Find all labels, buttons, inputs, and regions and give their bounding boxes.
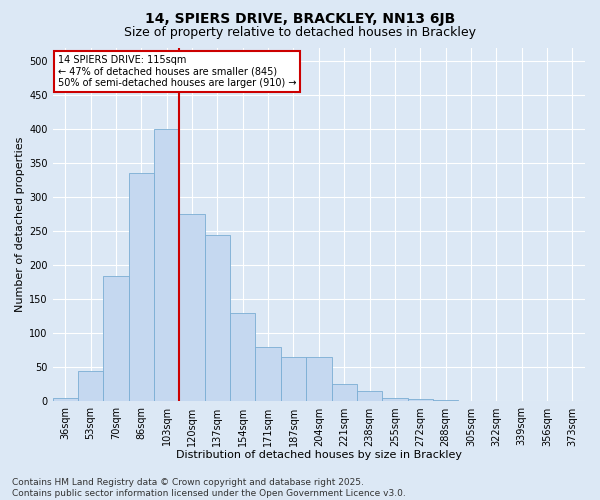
Y-axis label: Number of detached properties: Number of detached properties (15, 137, 25, 312)
Bar (332, 384, 357, 402)
Bar (53, 398, 78, 402)
X-axis label: Distribution of detached houses by size in Brackley: Distribution of detached houses by size … (176, 450, 462, 460)
Text: Size of property relative to detached houses in Brackley: Size of property relative to detached ho… (124, 26, 476, 39)
Text: Contains HM Land Registry data © Crown copyright and database right 2025.
Contai: Contains HM Land Registry data © Crown c… (12, 478, 406, 498)
Bar (78, 371, 103, 402)
Bar (357, 392, 382, 402)
Bar (382, 398, 407, 402)
Bar (433, 400, 458, 402)
Bar (256, 347, 281, 402)
Bar (129, 174, 154, 402)
Bar (407, 398, 433, 402)
Bar (281, 357, 306, 402)
Bar (560, 401, 585, 402)
Bar (205, 234, 230, 402)
Bar (458, 401, 484, 402)
Text: 14 SPIERS DRIVE: 115sqm
← 47% of detached houses are smaller (845)
50% of semi-d: 14 SPIERS DRIVE: 115sqm ← 47% of detache… (58, 54, 296, 88)
Text: 14, SPIERS DRIVE, BRACKLEY, NN13 6JB: 14, SPIERS DRIVE, BRACKLEY, NN13 6JB (145, 12, 455, 26)
Bar (179, 214, 205, 402)
Bar (230, 313, 256, 402)
Bar (103, 276, 129, 402)
Bar (154, 129, 179, 402)
Bar (306, 357, 332, 402)
